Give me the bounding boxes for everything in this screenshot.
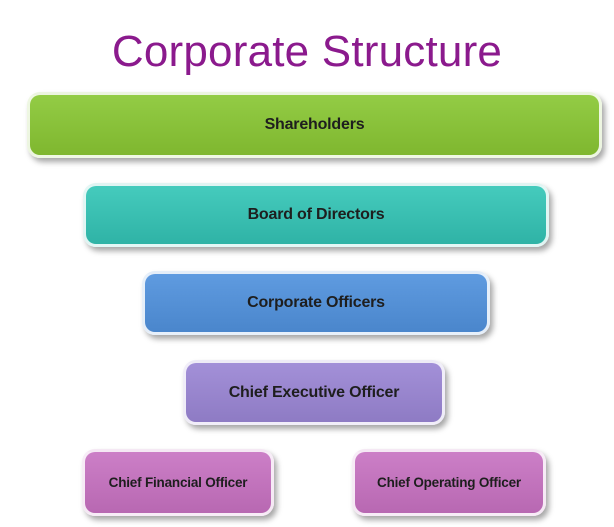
chief-executive-officer-box: Chief Executive Officer xyxy=(183,360,445,425)
board-of-directors-box: Board of Directors xyxy=(83,183,549,247)
board-of-directors-label: Board of Directors xyxy=(247,206,385,223)
chief-operating-officer-label: Chief Operating Officer xyxy=(377,475,521,490)
shareholders-box: Shareholders xyxy=(27,92,602,158)
corporate-officers-label: Corporate Officers xyxy=(247,294,385,311)
chief-operating-officer-box: Chief Operating Officer xyxy=(352,449,546,516)
chief-financial-officer-label: Chief Financial Officer xyxy=(108,475,248,490)
chief-executive-officer-label: Chief Executive Officer xyxy=(228,383,400,401)
shareholders-label: Shareholders xyxy=(264,116,365,133)
chief-financial-officer-box: Chief Financial Officer xyxy=(82,449,274,516)
corporate-officers-box: Corporate Officers xyxy=(142,271,490,335)
diagram-title: Corporate Structure xyxy=(111,27,503,76)
